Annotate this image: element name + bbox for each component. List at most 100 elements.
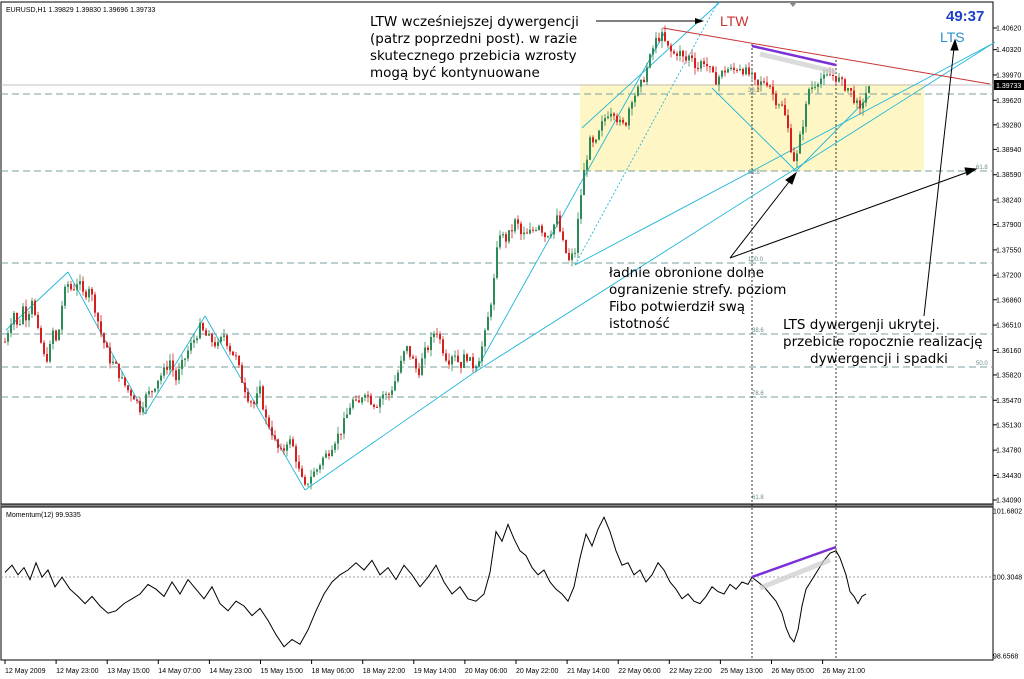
candle-body bbox=[361, 397, 363, 403]
annotation-arrows bbox=[729, 38, 978, 317]
price-divergence-line bbox=[751, 44, 837, 67]
candle-body bbox=[283, 448, 285, 451]
price-tick-label: 1.38240 bbox=[996, 198, 1021, 205]
candle-body bbox=[238, 355, 240, 366]
candle-body bbox=[658, 37, 660, 41]
fib-label: 100.0 bbox=[748, 257, 764, 263]
time-tick-label: 22 May 22:00 bbox=[669, 668, 712, 675]
time-tick-label: 21 May 14:00 bbox=[567, 668, 610, 675]
candle-body bbox=[535, 229, 537, 231]
candle-body bbox=[382, 394, 384, 399]
candle-body bbox=[406, 346, 408, 352]
candle-body bbox=[565, 239, 567, 253]
candle-body bbox=[46, 353, 48, 362]
time-tick-label: 20 May 22:00 bbox=[516, 668, 559, 675]
candle-body bbox=[568, 252, 570, 261]
candle-body bbox=[334, 443, 336, 450]
svg-text:LTW wcześniejszej dywergencji: LTW wcześniejszej dywergencji bbox=[370, 14, 579, 30]
candle-body bbox=[346, 414, 348, 419]
candle-body bbox=[781, 104, 783, 106]
candle-body bbox=[430, 336, 432, 350]
candle-body bbox=[616, 115, 618, 123]
candle-body bbox=[805, 103, 807, 127]
candle-body bbox=[325, 453, 327, 458]
candle-body bbox=[553, 224, 555, 235]
candle-body bbox=[826, 74, 828, 76]
candle-body bbox=[601, 121, 603, 131]
candle-body bbox=[229, 345, 231, 352]
candle-body bbox=[778, 104, 780, 106]
candle-body bbox=[403, 351, 405, 361]
candle-body bbox=[703, 61, 705, 65]
candle-body bbox=[55, 330, 57, 341]
candle-body bbox=[499, 235, 501, 248]
momentum-tick-label: 101.6802 bbox=[993, 509, 1022, 516]
svg-text:Fibo potwierdził swą: Fibo potwierdził swą bbox=[609, 299, 745, 315]
candle-body bbox=[265, 409, 267, 418]
candle-body bbox=[4, 341, 6, 343]
candle-body bbox=[820, 78, 822, 85]
svg-text:ogranizenie strefy. poziom: ogranizenie strefy. poziom bbox=[609, 282, 786, 298]
candle-body bbox=[190, 342, 192, 351]
ltw-pointer bbox=[596, 18, 704, 24]
candle-body bbox=[763, 81, 765, 83]
candle-body bbox=[73, 289, 75, 291]
candle-body bbox=[358, 400, 360, 403]
fib-label: 78.6 bbox=[752, 391, 764, 397]
candle-body bbox=[844, 79, 846, 91]
candle-body bbox=[664, 32, 666, 41]
candle-body bbox=[562, 231, 564, 240]
candle-body bbox=[523, 232, 525, 235]
candle-body bbox=[112, 361, 114, 364]
candle-body bbox=[175, 370, 177, 381]
candle-body bbox=[595, 139, 597, 143]
fib-label: 61.8 bbox=[748, 170, 760, 176]
candle-body bbox=[103, 333, 105, 344]
svg-text:przebicie ropocznie realizację: przebicie ropocznie realizację bbox=[783, 334, 983, 350]
candle-body bbox=[862, 102, 864, 109]
candle-body bbox=[367, 394, 369, 396]
candle-body bbox=[574, 252, 576, 254]
candle-body bbox=[232, 351, 234, 356]
current-price-tag bbox=[994, 80, 1024, 90]
candle-body bbox=[679, 50, 681, 56]
momentum-panel-frame bbox=[0, 506, 994, 661]
candle-body bbox=[331, 449, 333, 457]
chart-shift-marker[interactable] bbox=[789, 2, 797, 7]
candle-body bbox=[322, 457, 324, 466]
candle-body bbox=[577, 218, 579, 253]
candle-body bbox=[667, 40, 669, 46]
candle-body bbox=[709, 66, 711, 68]
time-tick-label: 22 May 06:00 bbox=[618, 668, 661, 675]
candle-body bbox=[196, 338, 198, 341]
main-panel-header: EURUSD,H1 1.39829 1.39830 1.39696 1.3973… bbox=[6, 7, 156, 14]
candle-body bbox=[169, 360, 171, 370]
candle-body bbox=[61, 305, 63, 330]
candle-body bbox=[202, 323, 204, 331]
candle-body bbox=[340, 433, 342, 435]
candle-body bbox=[748, 67, 750, 75]
candle-body bbox=[646, 67, 648, 82]
candle-body bbox=[442, 339, 444, 354]
candle-body bbox=[787, 115, 789, 129]
candle-body bbox=[661, 32, 663, 41]
candle-body bbox=[127, 385, 129, 391]
candle-body bbox=[172, 360, 174, 371]
candle-body bbox=[613, 113, 615, 116]
price-tick-label: 1.34090 bbox=[996, 498, 1021, 505]
price-tick-label: 1.35470 bbox=[996, 398, 1021, 405]
candle-body bbox=[295, 446, 297, 462]
candle-body bbox=[841, 77, 843, 80]
candle-body bbox=[463, 354, 465, 368]
candle-body bbox=[58, 329, 60, 341]
candle-body bbox=[226, 335, 228, 346]
candle-body bbox=[493, 277, 495, 305]
candle-body bbox=[598, 130, 600, 140]
candle-body bbox=[697, 67, 699, 69]
candle-body bbox=[460, 362, 462, 368]
fib-label: 61.8 bbox=[976, 165, 988, 171]
candle-body bbox=[181, 359, 183, 370]
candle-body bbox=[307, 483, 309, 485]
candle-body bbox=[67, 284, 69, 287]
svg-text:LTS dywergenji ukrytej.: LTS dywergenji ukrytej. bbox=[783, 317, 940, 333]
